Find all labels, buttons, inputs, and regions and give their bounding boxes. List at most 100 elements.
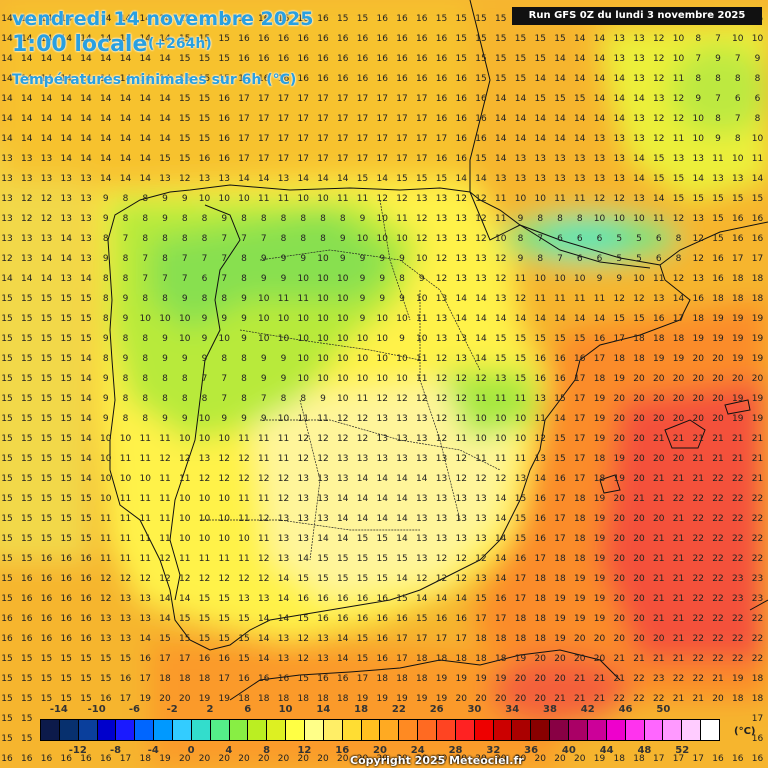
legend-label-bottom: 36 — [524, 745, 539, 756]
grid-value: 15 — [198, 34, 211, 44]
grid-value: 15 — [218, 34, 230, 44]
grid-value: 9 — [517, 214, 524, 224]
grid-value: 11 — [554, 194, 566, 204]
grid-value: 12 — [692, 254, 704, 264]
grid-value: 13 — [297, 494, 309, 504]
grid-value: 8 — [181, 234, 188, 244]
grid-value: 12 — [653, 134, 665, 144]
grid-value: 14 — [119, 14, 132, 24]
grid-value: 11 — [258, 454, 270, 464]
grid-value: 10 — [376, 354, 388, 364]
grid-value: 10 — [356, 354, 369, 364]
grid-value: 9 — [379, 274, 386, 284]
grid-value: 19 — [554, 634, 566, 644]
grid-value: 13 — [337, 474, 349, 484]
grid-value: 10 — [337, 374, 349, 384]
legend-label-top: 46 — [618, 704, 633, 715]
grid-value: 16 — [376, 54, 388, 64]
grid-value: 17 — [376, 94, 388, 104]
grid-value: 15 — [198, 614, 211, 624]
grid-value: 15 — [317, 574, 329, 584]
grid-value: 17 — [277, 134, 290, 144]
grid-value: 12 — [179, 174, 191, 184]
grid-value: 9 — [379, 254, 386, 264]
grid-value: 17 — [475, 614, 487, 624]
grid-value: 8 — [734, 74, 741, 84]
grid-value: 12 — [653, 34, 665, 44]
grid-value: 14 — [475, 174, 487, 184]
grid-value: 9 — [418, 274, 425, 284]
grid-value: 10 — [317, 194, 329, 204]
grid-value: 10 — [258, 314, 270, 324]
grid-value: 16 — [1, 754, 13, 764]
grid-value: 14 — [159, 54, 171, 64]
grid-value: 22 — [653, 694, 665, 704]
grid-value: 16 — [337, 594, 349, 604]
grid-value: 22 — [732, 654, 744, 664]
grid-value: 15 — [1, 534, 13, 544]
grid-value: 15 — [218, 614, 230, 624]
grid-value: 19 — [751, 334, 764, 344]
grid-value: 17 — [179, 654, 191, 664]
grid-value: 15 — [495, 334, 507, 344]
grid-value: 14 — [495, 314, 507, 324]
grid-value: 10 — [218, 534, 230, 544]
grid-value: 16 — [692, 294, 704, 304]
grid-value: 18 — [495, 654, 507, 664]
field-alboran-red — [490, 655, 630, 725]
grid-value: 15 — [574, 334, 586, 344]
grid-value: 10 — [179, 334, 191, 344]
grid-value: 6 — [734, 94, 741, 104]
grid-value: 12 — [159, 574, 171, 584]
grid-value: 10 — [416, 254, 428, 264]
grid-value: 15 — [179, 614, 191, 624]
grid-value: 16 — [356, 54, 369, 64]
grid-value: 20 — [613, 534, 625, 544]
grid-value: 21 — [653, 474, 665, 484]
grid-value: 20 — [593, 634, 606, 644]
grid-value: 20 — [534, 694, 546, 704]
grid-value: 14 — [337, 534, 349, 544]
grid-value: 15 — [1, 654, 13, 664]
grid-value: 15 — [554, 394, 566, 404]
grid-value: 14 — [396, 494, 408, 504]
grid-value: 14 — [21, 114, 33, 124]
grid-value: 14 — [80, 414, 92, 424]
grid-value: 14 — [554, 54, 566, 64]
grid-value: 8 — [241, 274, 247, 284]
grid-value: 20 — [317, 754, 329, 764]
grid-value: 16 — [297, 594, 309, 604]
grid-value: 13 — [455, 534, 467, 544]
grid-value: 16 — [21, 594, 33, 604]
grid-value: 13 — [495, 174, 507, 184]
grid-value: 10 — [297, 314, 309, 324]
grid-value: 15 — [179, 634, 191, 644]
grid-value: 18 — [554, 574, 566, 584]
legend-label-top: -10 — [87, 704, 106, 715]
grid-value: 16 — [534, 354, 546, 364]
grid-value: 16 — [554, 474, 566, 484]
grid-value: 19 — [139, 694, 151, 704]
grid-value: 20 — [475, 754, 487, 764]
grid-value: 15 — [40, 514, 53, 524]
grid-value: 10 — [100, 494, 112, 504]
grid-value: 8 — [280, 394, 287, 404]
grid-value: 20 — [574, 654, 586, 664]
legend-swatch — [399, 720, 419, 740]
grid-value: 22 — [732, 514, 744, 524]
grid-value: 15 — [218, 634, 230, 644]
grid-value: 13 — [633, 194, 645, 204]
grid-value: 9 — [260, 274, 267, 284]
grid-value: 6 — [596, 234, 603, 244]
grid-value: 7 — [221, 274, 228, 284]
grid-value: 13 — [159, 174, 171, 184]
grid-value: 13 — [475, 254, 487, 264]
grid-value: 17 — [751, 714, 764, 724]
grid-value: 6 — [655, 254, 662, 264]
grid-value: 14 — [139, 174, 151, 184]
grid-value: 12 — [179, 574, 191, 584]
grid-value: 12 — [692, 234, 704, 244]
grid-value: 15 — [238, 634, 250, 644]
grid-value: 20 — [712, 354, 724, 364]
